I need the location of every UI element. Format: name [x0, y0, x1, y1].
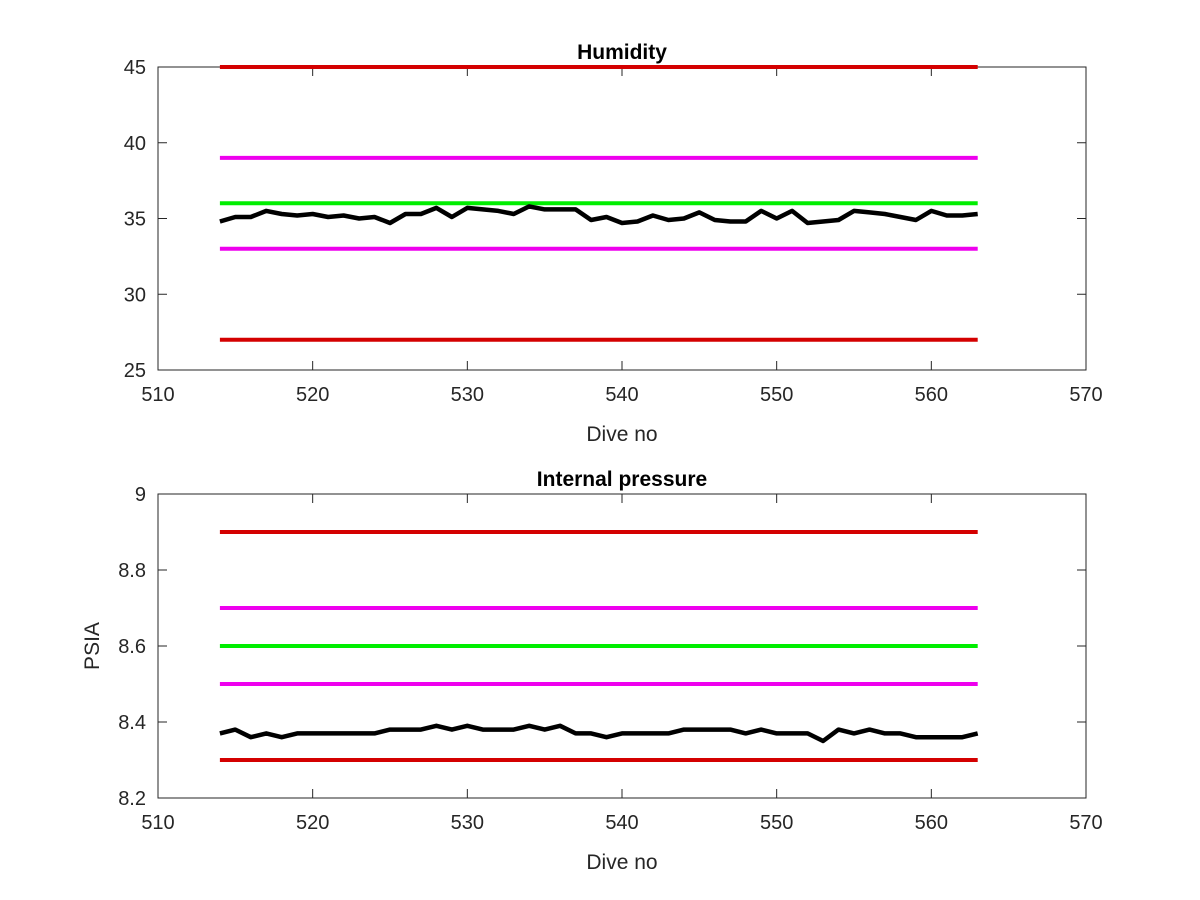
x-tick-label: 540	[605, 384, 638, 406]
x-tick-label: 550	[760, 812, 793, 834]
series-line-6	[219, 723, 979, 744]
x-tick-label: 570	[1069, 812, 1102, 834]
y-tick-label: 8.6	[118, 636, 146, 658]
chart-panel-1: 510 520 530 540 550 560 570 25 30 35 40 45 Humidity D…	[124, 41, 1103, 446]
series-line-6	[219, 204, 978, 226]
y-tick-label: 25	[124, 360, 146, 382]
x-tick-label: 520	[296, 812, 329, 834]
x-tick-label: 560	[915, 384, 948, 406]
x-tick-label: 520	[296, 384, 329, 406]
x-tick-label: 510	[141, 384, 174, 406]
y-tick-label: 40	[124, 133, 146, 155]
y-tick-label: 30	[124, 284, 146, 306]
x-tick-label: 560	[915, 812, 948, 834]
y-tick-label: 45	[124, 57, 146, 79]
x-tick-label: 550	[760, 384, 793, 406]
chart-panel-2: 510 520 530 540 550 560 570 8.2 8.4 8.6 8.8 9 Intern…	[81, 468, 1103, 874]
chart-title: Humidity	[577, 41, 667, 64]
y-axis-label: PSIA	[81, 622, 104, 670]
x-tick-label: 530	[451, 812, 484, 834]
x-axis-label: Dive no	[586, 423, 657, 446]
x-tick-label: 510	[141, 812, 174, 834]
x-axis-label: Dive no	[586, 851, 657, 874]
y-tick-label: 8.8	[118, 560, 146, 582]
x-tick-label: 570	[1069, 384, 1102, 406]
y-tick-label: 9	[135, 484, 146, 506]
x-tick-label: 530	[451, 384, 484, 406]
y-tick-label: 35	[124, 209, 146, 231]
chart-title: Internal pressure	[537, 468, 707, 491]
x-tick-label: 540	[605, 812, 638, 834]
axes-box	[157, 66, 1087, 371]
y-tick-label: 8.2	[118, 788, 146, 810]
y-tick-label: 8.4	[118, 712, 146, 734]
